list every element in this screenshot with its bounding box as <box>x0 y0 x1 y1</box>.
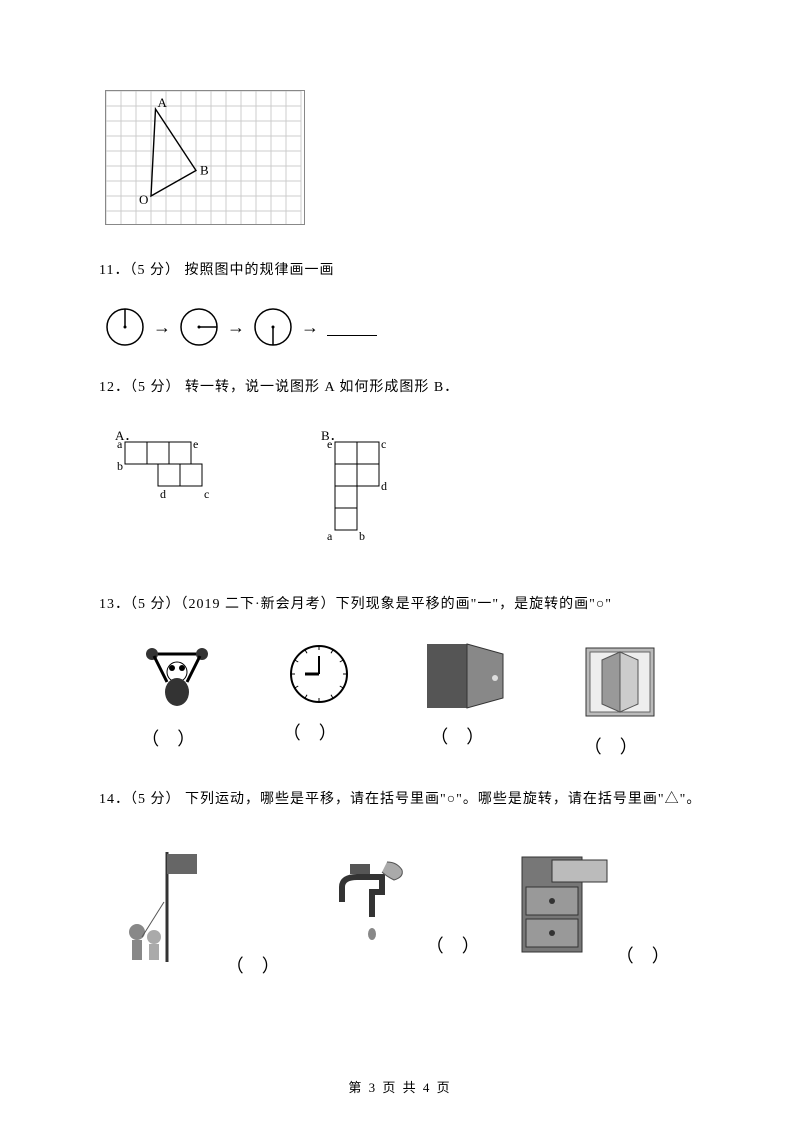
svg-text:A: A <box>158 95 168 110</box>
q14-points: （5 分） <box>130 792 181 807</box>
q14-number: 14． <box>99 792 130 807</box>
svg-text:b: b <box>359 529 365 543</box>
page-footer: 第 3 页 共 4 页 <box>0 1077 800 1096</box>
flag-raising-icon <box>112 842 222 972</box>
faucet-icon <box>312 842 422 952</box>
answer-paren[interactable]: （） <box>226 952 298 978</box>
q12-shapes: A．abedc B．ecdab <box>105 424 705 564</box>
q14-item-1: （） <box>112 842 298 978</box>
svg-text:O: O <box>139 192 148 207</box>
answer-paren[interactable]: （） <box>430 723 502 749</box>
question-13: 13．（5 分）（2019 二下·新会月考）下列现象是平移的画"一"，是旋转的画… <box>95 592 705 617</box>
q14-item-3: （） <box>512 842 688 978</box>
drawer-icon <box>512 842 612 962</box>
q13-item-4: （） <box>545 642 695 759</box>
svg-text:d: d <box>160 487 166 501</box>
q13-points: （5 分） <box>130 597 181 612</box>
answer-blank[interactable] <box>327 318 377 336</box>
question-14: 14．（5 分） 下列运动，哪些是平移，请在括号里画"○"。哪些是旋转，请在括号… <box>95 787 705 812</box>
q13-number: 13． <box>99 597 130 612</box>
q11-circles-row: → → → <box>105 307 705 347</box>
svg-text:b: b <box>117 459 123 473</box>
svg-text:a: a <box>117 437 123 451</box>
q11-text: 按照图中的规律画一画 <box>180 263 335 278</box>
answer-paren[interactable]: （） <box>283 719 355 745</box>
q13-images: （） （） （） （） <box>105 642 695 759</box>
weightlifter-icon <box>142 642 212 712</box>
answer-paren[interactable]: （） <box>584 733 656 759</box>
q11-number: 11． <box>99 263 129 278</box>
svg-text:B: B <box>200 163 209 178</box>
q13-item-2: （） <box>250 642 389 759</box>
shape-b: B．ecdab <box>315 424 435 564</box>
q12-points: （5 分） <box>130 380 181 395</box>
q14-item-2: （） <box>312 842 498 978</box>
circle-pattern-2 <box>179 307 219 347</box>
q14-images: （） （） （） <box>105 842 695 978</box>
shape-a: A．abedc <box>105 424 255 534</box>
svg-text:e: e <box>193 437 198 451</box>
circle-pattern-3 <box>253 307 293 347</box>
answer-paren[interactable]: （） <box>141 725 213 751</box>
q12-number: 12． <box>99 380 130 395</box>
q12-text: 转一转，说一说图形 A 如何形成图形 B． <box>181 380 460 395</box>
arrow-icon: → <box>227 317 245 338</box>
triangle-grid-figure: A B O <box>105 90 305 225</box>
circle-pattern-1 <box>105 307 145 347</box>
arrow-icon: → <box>301 317 319 338</box>
svg-text:e: e <box>327 437 332 451</box>
svg-text:d: d <box>381 479 387 493</box>
question-11: 11．（5 分） 按照图中的规律画一画 <box>95 258 705 283</box>
answer-paren[interactable]: （） <box>616 942 688 968</box>
q13-source: （2019 二下·新会月考） <box>181 597 336 612</box>
q14-text: 下列运动，哪些是平移，请在括号里画"○"。哪些是旋转，请在括号里画"△"。 <box>181 792 702 807</box>
q13-item-1: （） <box>105 642 250 759</box>
q13-item-3: （） <box>388 642 544 759</box>
door-icon <box>425 642 507 710</box>
arrow-icon: → <box>153 317 171 338</box>
answer-paren[interactable]: （） <box>426 932 498 958</box>
svg-text:a: a <box>327 529 333 543</box>
q11-points: （5 分） <box>129 263 180 278</box>
clock-icon <box>287 642 351 706</box>
svg-text:c: c <box>204 487 209 501</box>
q13-text: 下列现象是平移的画"一"，是旋转的画"○" <box>336 597 612 612</box>
question-12: 12．（5 分） 转一转，说一说图形 A 如何形成图形 B． <box>95 375 705 400</box>
revolving-door-icon <box>582 642 658 720</box>
svg-text:c: c <box>381 437 386 451</box>
